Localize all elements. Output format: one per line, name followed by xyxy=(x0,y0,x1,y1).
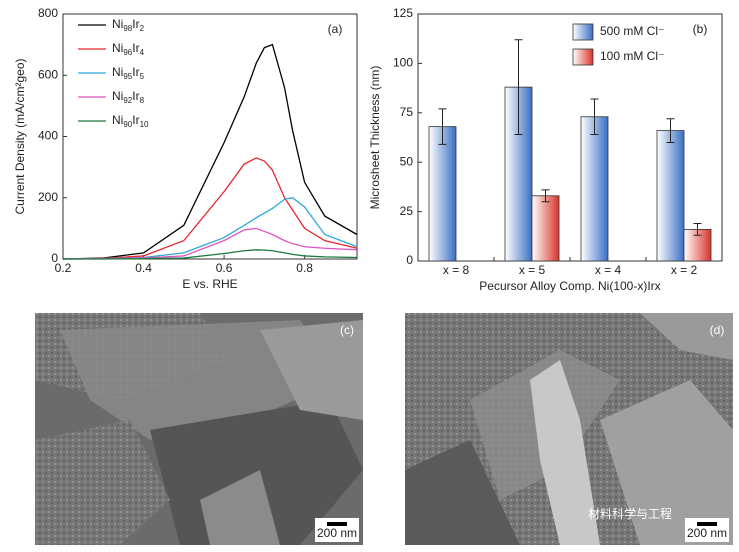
legend-label: Ni98Ir2 xyxy=(112,17,145,33)
panel-label: (b) xyxy=(693,22,708,36)
error-bar xyxy=(693,222,702,236)
error-bar xyxy=(514,39,523,136)
y-tick-label: 0 xyxy=(406,253,413,267)
y-tick-label: 400 xyxy=(38,129,58,143)
y-tick-label: 25 xyxy=(400,204,414,218)
x-axis-label: E vs. RHE xyxy=(182,277,237,291)
panel-label: (a) xyxy=(328,22,343,36)
scale-bar xyxy=(327,522,347,526)
x-tick-label: 0.8 xyxy=(296,261,313,275)
y-tick-label: 75 xyxy=(400,105,414,119)
panel-label: (d) xyxy=(710,323,725,337)
data-line xyxy=(63,249,358,260)
y-tick-label: 50 xyxy=(400,154,414,168)
legend-swatch xyxy=(572,23,594,41)
watermark: 材料科学与工程 xyxy=(588,506,672,521)
bar xyxy=(656,130,685,262)
x-tick-label: x = 5 xyxy=(519,263,546,277)
panel-label: (c) xyxy=(340,323,354,337)
x-tick-label: 0.6 xyxy=(216,261,233,275)
error-bar xyxy=(541,189,550,203)
x-tick-label: x = 8 xyxy=(443,263,470,277)
y-axis-label: Current Density (mA/cm²geo) xyxy=(13,58,27,214)
bar xyxy=(580,116,609,262)
data-line xyxy=(62,157,358,260)
y-tick-label: 125 xyxy=(393,6,413,20)
data-line xyxy=(62,43,358,260)
x-axis-label: Pecursor Alloy Comp. Ni(100-x)Irx xyxy=(479,279,660,293)
x-tick-label: x = 2 xyxy=(671,263,698,277)
sem-image-c xyxy=(35,313,363,545)
y-tick-label: 100 xyxy=(393,56,413,70)
plot-frame xyxy=(62,13,358,260)
y-tick-label: 200 xyxy=(38,190,58,204)
legend-label: 100 mM Cl⁻ xyxy=(600,49,664,63)
error-bar xyxy=(666,118,675,143)
sem-image-d xyxy=(405,313,733,545)
data-line xyxy=(62,197,358,260)
legend-swatch xyxy=(572,48,594,66)
legend-label: Ni90Ir10 xyxy=(112,113,149,129)
legend-label: Ni95Ir5 xyxy=(112,65,145,81)
error-bar xyxy=(590,98,599,136)
error-bar xyxy=(438,108,447,145)
y-tick-label: 800 xyxy=(38,6,58,20)
legend-label: Ni92Ir8 xyxy=(112,89,145,105)
y-axis-label: Microsheet Thickness (nm) xyxy=(368,66,382,210)
y-tick-label: 600 xyxy=(38,67,58,81)
scale-bar xyxy=(697,522,717,526)
x-tick-label: 0.4 xyxy=(135,261,152,275)
legend-label: 500 mM Cl⁻ xyxy=(600,24,664,38)
scale-bar-label: 200 nm xyxy=(687,526,727,540)
bar xyxy=(428,126,457,262)
x-tick-label: x = 4 xyxy=(595,263,622,277)
scale-bar-label: 200 nm xyxy=(317,526,357,540)
legend-label: Ni96Ir4 xyxy=(112,41,145,57)
y-tick-label: 0 xyxy=(51,251,58,265)
x-tick-label: 0.2 xyxy=(55,261,72,275)
bar xyxy=(531,195,560,262)
data-line xyxy=(62,227,358,260)
